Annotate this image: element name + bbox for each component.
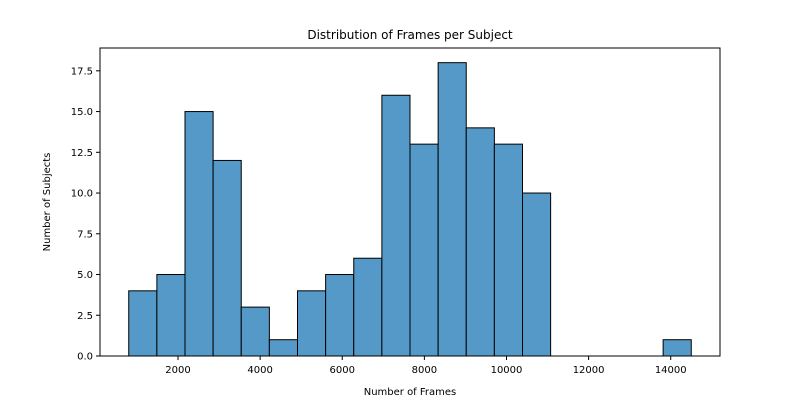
x-tick-label: 12000 [573, 365, 605, 376]
y-tick-label: 7.5 [77, 229, 93, 240]
histogram-bar [522, 192, 552, 357]
histogram-bar [437, 62, 467, 357]
histogram-bar [325, 274, 355, 357]
x-axis-label: Number of Frames [364, 387, 457, 398]
x-tick-label: 4000 [247, 365, 272, 376]
histogram-bar [212, 159, 242, 357]
histogram-bar [662, 339, 692, 357]
y-tick-label: 12.5 [71, 148, 93, 159]
bars-group [128, 62, 692, 357]
x-tick-label: 10000 [491, 365, 523, 376]
histogram-bar [353, 257, 383, 357]
histogram-bar [268, 339, 298, 357]
y-tick-label: 10.0 [71, 189, 93, 200]
chart-title: Distribution of Frames per Subject [307, 28, 513, 42]
x-axis: 2000 4000 6000 8000 10000 12000 14000 [165, 356, 687, 376]
x-tick-label: 6000 [330, 365, 355, 376]
histogram-bar [465, 127, 495, 357]
histogram-bar [296, 290, 327, 357]
histogram-bar [184, 111, 214, 357]
y-tick-label: 2.5 [77, 311, 93, 322]
y-tick-label: 5.0 [77, 270, 93, 281]
x-tick-label: 14000 [655, 365, 687, 376]
y-axis-label: Number of Subjects [42, 153, 53, 252]
y-tick-label: 17.5 [71, 66, 93, 77]
y-tick-label: 15.0 [71, 107, 93, 118]
histogram-bar [240, 306, 270, 357]
histogram-bar [128, 290, 158, 357]
y-tick-label: 0.0 [77, 352, 93, 363]
plot-frame [99, 47, 721, 357]
histogram-bar [156, 274, 186, 357]
y-axis: 0.0 2.5 5.0 7.5 10.0 12.5 15.0 17.5 [71, 66, 100, 363]
x-tick-label: 2000 [165, 365, 190, 376]
histogram-bar [493, 143, 524, 357]
x-tick-label: 8000 [412, 365, 437, 376]
histogram-bar [409, 143, 439, 357]
histogram-bar [381, 94, 411, 357]
